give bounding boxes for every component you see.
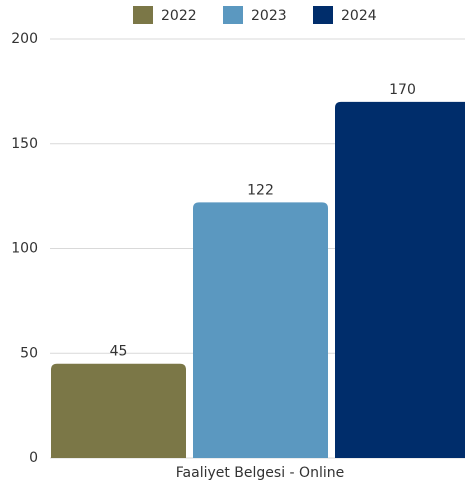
bar (193, 202, 328, 458)
y-tick-label: 0 (29, 450, 38, 466)
y-tick-label: 200 (11, 31, 38, 47)
legend-label: 2023 (251, 8, 287, 24)
y-tick-label: 50 (20, 345, 38, 361)
legend-swatch (223, 6, 243, 24)
y-tick-label: 100 (11, 241, 38, 257)
legend-swatch (133, 6, 153, 24)
bar (51, 363, 186, 458)
legend-label: 2022 (161, 8, 197, 24)
data-label: 122 (247, 182, 274, 198)
legend-swatch (313, 6, 333, 24)
x-tick-label: Faaliyet Belgesi - Online (176, 465, 344, 481)
bar (335, 101, 465, 458)
y-tick-label: 150 (11, 136, 38, 152)
data-label: 45 (110, 344, 128, 360)
data-label: 170 (389, 82, 416, 98)
legend-label: 2024 (341, 8, 377, 24)
